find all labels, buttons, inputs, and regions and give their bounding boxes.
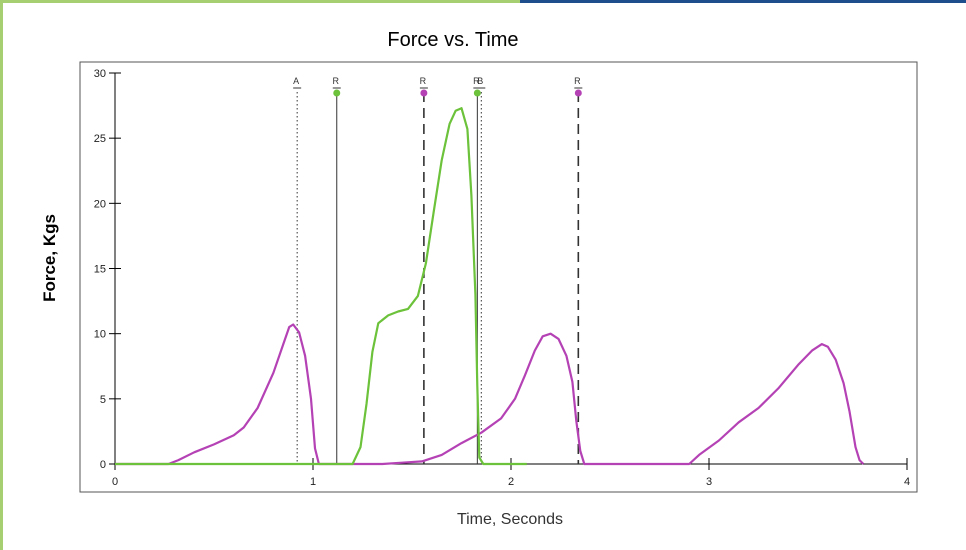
- top-accent-bar-blue: [520, 0, 966, 3]
- marker-label: R: [420, 76, 427, 86]
- x-tick-label: 1: [310, 476, 316, 488]
- marker-dot: [333, 89, 341, 97]
- left-accent-bar: [0, 0, 3, 550]
- y-axis-label: Force, Kgs: [40, 214, 59, 302]
- marker-lines: A R R RB R: [293, 76, 583, 464]
- plot-frame: [79, 61, 918, 493]
- x-tick-label: 3: [706, 476, 712, 488]
- y-tick-label: 5: [100, 394, 106, 406]
- y-tick-label: 20: [94, 198, 106, 210]
- marker-dot: [574, 89, 582, 97]
- series-line-1: [115, 323, 865, 466]
- marker-label: A: [293, 76, 299, 86]
- axes: 0 5 10 15 20 25 30 0 1 2 3 4: [94, 68, 910, 488]
- top-accent-bar-green: [0, 0, 520, 3]
- marker-label: R: [333, 76, 340, 86]
- x-tick-label: 2: [508, 476, 514, 488]
- marker-label: R: [473, 76, 480, 86]
- y-tick-label: 10: [94, 329, 106, 341]
- y-tick-label: 30: [94, 68, 106, 80]
- y-tick-label: 0: [100, 459, 106, 471]
- marker-dot: [473, 89, 481, 97]
- chart-title: Force vs. Time: [387, 29, 518, 51]
- y-tick-label: 25: [94, 133, 106, 145]
- marker-label: B: [477, 76, 483, 86]
- x-tick-label: 4: [904, 476, 910, 488]
- marker-label: R: [574, 76, 581, 86]
- y-tick-label: 15: [94, 264, 106, 276]
- x-axis-label: Time, Seconds: [457, 511, 563, 528]
- data-series: [115, 107, 865, 466]
- x-tick-label: 0: [112, 476, 118, 488]
- marker-dot: [420, 89, 428, 97]
- series-line-2: [115, 107, 527, 466]
